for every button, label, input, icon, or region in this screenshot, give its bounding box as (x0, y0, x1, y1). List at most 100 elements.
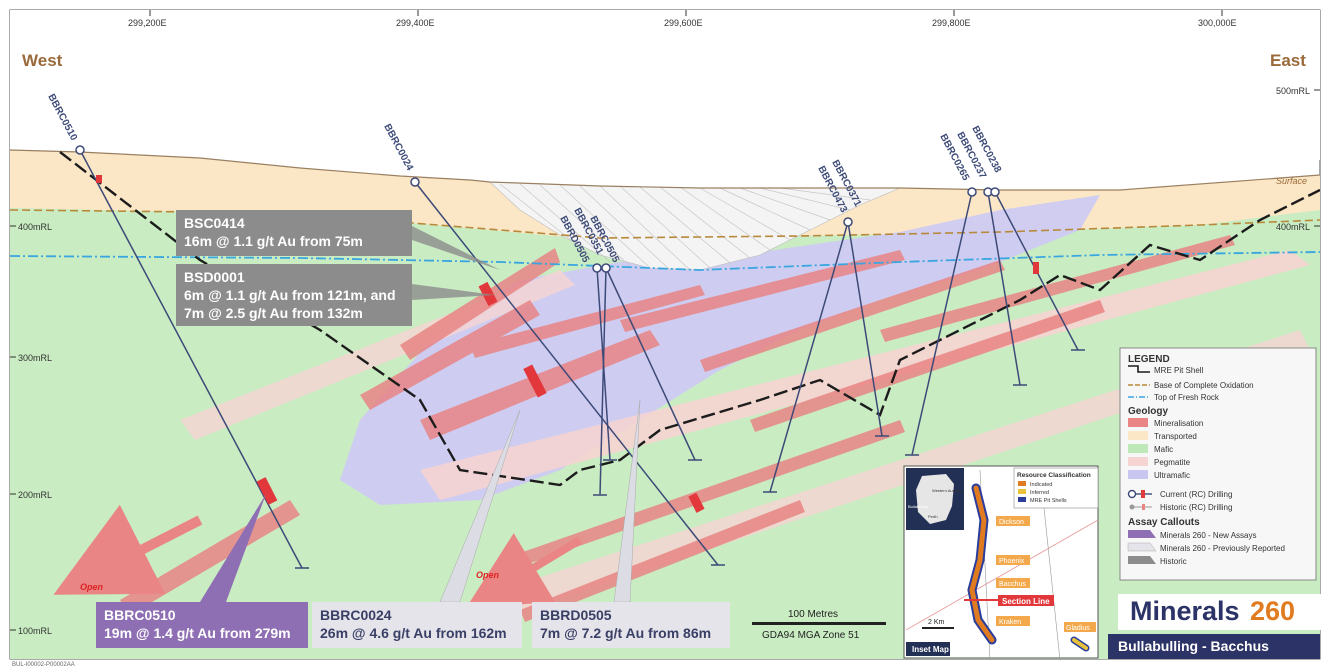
scale-bar (752, 622, 886, 625)
callout-text: 7m @ 2.5 g/t Au from 132m (184, 305, 363, 321)
callout-bbrd0505: BBRD0505 7m @ 7.2 g/t Au from 86m (532, 602, 730, 648)
legend-swatch (1128, 457, 1148, 466)
callout-bbrc0510: BBRC0510 19m @ 1.4 g/t Au from 279m (96, 602, 308, 648)
drill-holes (79, 149, 1079, 569)
inset-scale-label: 2 Km (928, 619, 945, 626)
intercept-marks (96, 175, 1039, 513)
callout-title: BBRD0505 (540, 607, 612, 623)
rl-label: 400mRL (1276, 222, 1310, 232)
legend-swatch (1128, 556, 1156, 564)
callout-bbrc0024: BBRC0024 26m @ 4.6 g/t Au from 162m (312, 602, 522, 648)
deposit-label: Gladius (1066, 625, 1090, 632)
legend-item: Mineralisation (1154, 419, 1203, 428)
callout-leader (200, 494, 266, 602)
brand-number: 260 (1250, 596, 1296, 626)
deposit-label: Phoenix (999, 558, 1025, 565)
inset-classification-title: Resource Classification (1017, 472, 1091, 479)
legend-historic-drill-icon (1129, 504, 1135, 510)
legend-assay-title: Assay Callouts (1128, 517, 1200, 528)
callout-title: BSC0414 (184, 215, 245, 231)
mineralisation-zones (120, 235, 1235, 622)
callout-bsd0001: BSD0001 6m @ 1.1 g/t Au from 121m, and 7… (176, 264, 412, 326)
legend-item: Mafic (1154, 445, 1173, 454)
brand-name: Minerals (1130, 596, 1240, 626)
east-label: East (1270, 51, 1306, 70)
easting-label: 300,000E (1198, 18, 1237, 28)
brand-logo: Minerals 260 (1118, 594, 1322, 630)
legend-geology-title: Geology (1128, 406, 1168, 417)
callout-leader (412, 226, 500, 270)
rl-label: 200mRL (18, 490, 52, 500)
inset-mini-label: Perth (928, 514, 938, 519)
inset-map-title: Inset Map (912, 645, 949, 654)
legend-item: Historic (1160, 557, 1187, 566)
drill-hole-ends (295, 349, 1085, 569)
rl-label: 500mRL (1276, 86, 1310, 96)
rl-label: 400mRL (18, 222, 52, 232)
top-of-fresh-rock-line (10, 251, 1320, 271)
callout-text: 19m @ 1.4 g/t Au from 279m (104, 625, 291, 641)
legend-item: Minerals 260 - Previously Reported (1160, 544, 1285, 553)
legend-current-drill-icon (1127, 489, 1137, 499)
legend: LEGEND MRE Pit Shell Base of Complete Ox… (1119, 347, 1317, 581)
callout-title: BSD0001 (184, 269, 245, 285)
deposit-label: Kraken (999, 619, 1021, 626)
open-label: Open (476, 570, 500, 580)
easting-label: 299,200E (128, 18, 167, 28)
easting-label: 299,800E (932, 18, 971, 28)
inset-map: Western Australia Bullabulling Perth Res… (903, 465, 1099, 661)
section-line-label: Section Line (1002, 597, 1050, 606)
legend-swatch (1128, 470, 1148, 479)
legend-swatch (1127, 542, 1157, 552)
inset-class: Inferred (1030, 490, 1049, 496)
open-label: Open (80, 582, 104, 592)
callout-text: 26m @ 4.6 g/t Au from 162m (320, 625, 507, 641)
rl-ticks (10, 10, 1320, 631)
ultramafic-unit (340, 195, 1100, 505)
sky (10, 10, 1320, 160)
callout-leader (412, 284, 495, 300)
legend-swatch (1128, 418, 1148, 427)
rl-label: 100mRL (18, 626, 52, 636)
legend-title: LEGEND (1128, 354, 1170, 365)
inset-mini-label: Western Australia (932, 488, 964, 493)
callout-title: BBRC0510 (104, 607, 176, 623)
inset-class: MRE Pit Shells (1030, 498, 1067, 504)
legend-item: Minerals 260 - New Assays (1160, 531, 1256, 540)
project-banner: Bullabulling - Bacchus (1108, 634, 1320, 659)
legend-item: Current (RC) Drilling (1160, 490, 1232, 499)
inset-class: Indicated (1030, 482, 1052, 488)
callout-bsc0414: BSC0414 16m @ 1.1 g/t Au from 75m (176, 210, 412, 256)
legend-item: Base of Complete Oxidation (1154, 381, 1254, 390)
rl-label: 300mRL (18, 353, 52, 363)
legend-swatch (1128, 530, 1156, 538)
legend-pit-shell-icon (1128, 365, 1150, 373)
callout-text: 7m @ 7.2 g/t Au from 86m (540, 625, 712, 641)
legend-item: Pegmatite (1154, 458, 1191, 467)
western-australia-shape (916, 474, 954, 524)
scale-bar-label: 100 Metres (788, 609, 838, 620)
legend-swatch (1128, 431, 1148, 440)
easting-label: 299,600E (664, 18, 703, 28)
inset-mini-label: Bullabulling (908, 504, 928, 509)
legend-item: Ultramafic (1154, 471, 1190, 480)
open-arrow-left (53, 504, 203, 595)
projection-label: GDA94 MGA Zone 51 (762, 630, 860, 641)
footer-code: BUL-I00002-P00002AA (12, 662, 75, 668)
legend-item: Top of Fresh Rock (1154, 393, 1220, 402)
surface-label: Surface (1276, 176, 1307, 186)
deposit-label: Bacchus (999, 581, 1026, 588)
open-arrow-centre (465, 533, 583, 609)
west-label: West (22, 51, 63, 70)
deposit-label: Dickson (999, 519, 1024, 526)
easting-label: 299,400E (396, 18, 435, 28)
drill-hole-collars (75, 145, 1000, 273)
callout-title: BBRC0024 (320, 607, 392, 623)
pit-hatching (499, 183, 871, 271)
legend-item: MRE Pit Shell (1154, 366, 1204, 375)
legend-item: Historic (RC) Drilling (1160, 503, 1232, 512)
callout-text: 6m @ 1.1 g/t Au from 121m, and (184, 287, 396, 303)
legend-item: Transported (1154, 432, 1197, 441)
callout-text: 16m @ 1.1 g/t Au from 75m (184, 233, 363, 249)
